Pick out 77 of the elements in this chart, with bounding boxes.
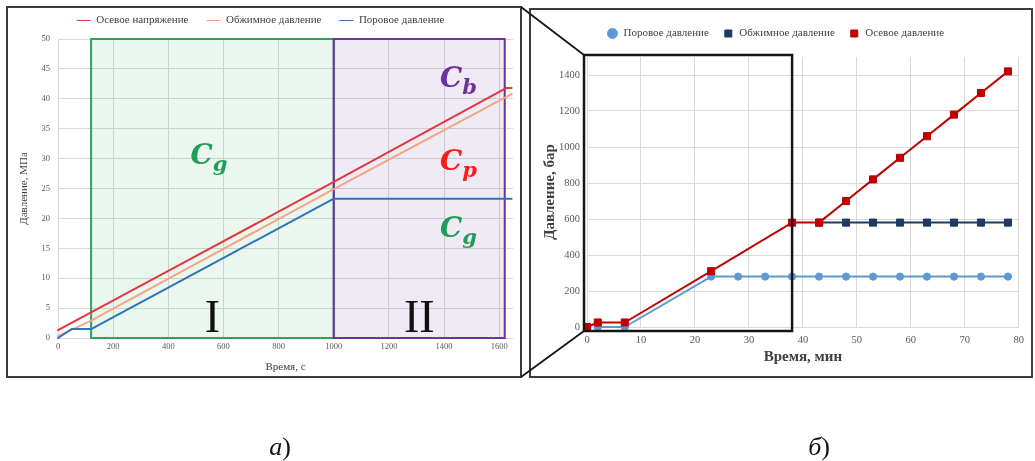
x-tick-label: 80: [1013, 334, 1024, 346]
point: [1003, 67, 1012, 76]
y-tick-label: 1000: [559, 140, 580, 152]
point: [814, 272, 824, 281]
y-tick-label: 25: [41, 182, 50, 193]
text: б): [808, 431, 830, 461]
x-tick-label: 20: [689, 334, 701, 346]
y-tick-label: 50: [41, 33, 50, 44]
x-tick-label: 0: [55, 341, 61, 352]
point: [869, 218, 878, 227]
y-tick-label: 0: [574, 320, 580, 332]
legend-label: Осевое давление: [865, 26, 945, 39]
y-tick-label: 20: [41, 212, 50, 223]
y-tick-label: 800: [564, 176, 580, 188]
y-tick-label: 1400: [559, 68, 580, 80]
x-tick-label: 1200: [380, 341, 398, 352]
legend-label: Поровое давление: [358, 13, 445, 26]
x-tick-label: 1400: [435, 341, 453, 352]
y-tick-label: 1200: [559, 104, 580, 116]
y-tick-label: 600: [564, 212, 580, 224]
x-tick-label: 1600: [490, 341, 508, 352]
point: [922, 272, 932, 281]
point: [949, 110, 959, 119]
point: [593, 318, 602, 327]
point: [976, 272, 986, 281]
legend-label: Обжимное давление: [225, 13, 322, 26]
point: [868, 272, 878, 281]
x-axis-title: Время, с: [265, 360, 306, 373]
x-tick-label: 30: [743, 334, 755, 346]
x-tick-label: 800: [272, 341, 285, 352]
point: [1003, 218, 1012, 227]
point: [620, 318, 629, 327]
legend-label: Поровое давление: [623, 26, 709, 39]
y-tick-label: 40: [41, 93, 50, 104]
x-tick-label: 50: [851, 334, 863, 346]
point: [949, 218, 959, 227]
y-tick-label: 400: [564, 248, 580, 260]
point: [842, 218, 851, 227]
point: [895, 218, 905, 227]
x-tick-label: 10: [635, 334, 647, 346]
point: [949, 272, 959, 281]
point: [761, 272, 770, 281]
text: а): [269, 431, 291, 461]
x-tick-label: 600: [217, 341, 230, 352]
point: [922, 218, 932, 227]
x-tick-label: 1000: [325, 341, 343, 352]
x-tick-label: 70: [959, 334, 971, 346]
x-tick-label: 400: [161, 341, 175, 352]
point: [895, 272, 905, 281]
y-axis-title: Давление, МПа: [17, 152, 30, 225]
point: [922, 132, 932, 141]
point: [1003, 272, 1013, 281]
point: [976, 88, 986, 98]
x-axis-title: Время, мин: [763, 347, 843, 364]
point: [976, 218, 986, 227]
point: [841, 272, 851, 281]
y-axis-title: Давление, бар: [540, 144, 557, 240]
x-tick-label: 60: [905, 334, 917, 346]
y-tick-label: 10: [41, 272, 50, 283]
point: [734, 272, 743, 281]
legend-label: Осевое напряжение: [96, 13, 189, 26]
y-tick-label: 5: [45, 302, 50, 313]
point: [869, 175, 878, 184]
x-tick-label: 0: [584, 334, 590, 346]
y-tick-label: 30: [41, 152, 50, 163]
y-tick-label: 200: [564, 284, 580, 296]
point: [895, 153, 905, 162]
point: [707, 267, 716, 276]
legend-label: Обжимное давление: [739, 26, 835, 39]
x-tick-label: 200: [106, 341, 120, 352]
band-label: I: [204, 291, 221, 342]
point: [842, 196, 851, 206]
y-tick-label: 35: [41, 122, 50, 133]
x-tick-label: 40: [797, 334, 809, 346]
y-tick-label: 15: [41, 242, 50, 253]
y-tick-label: 45: [41, 63, 50, 74]
band-label: II: [403, 291, 435, 342]
